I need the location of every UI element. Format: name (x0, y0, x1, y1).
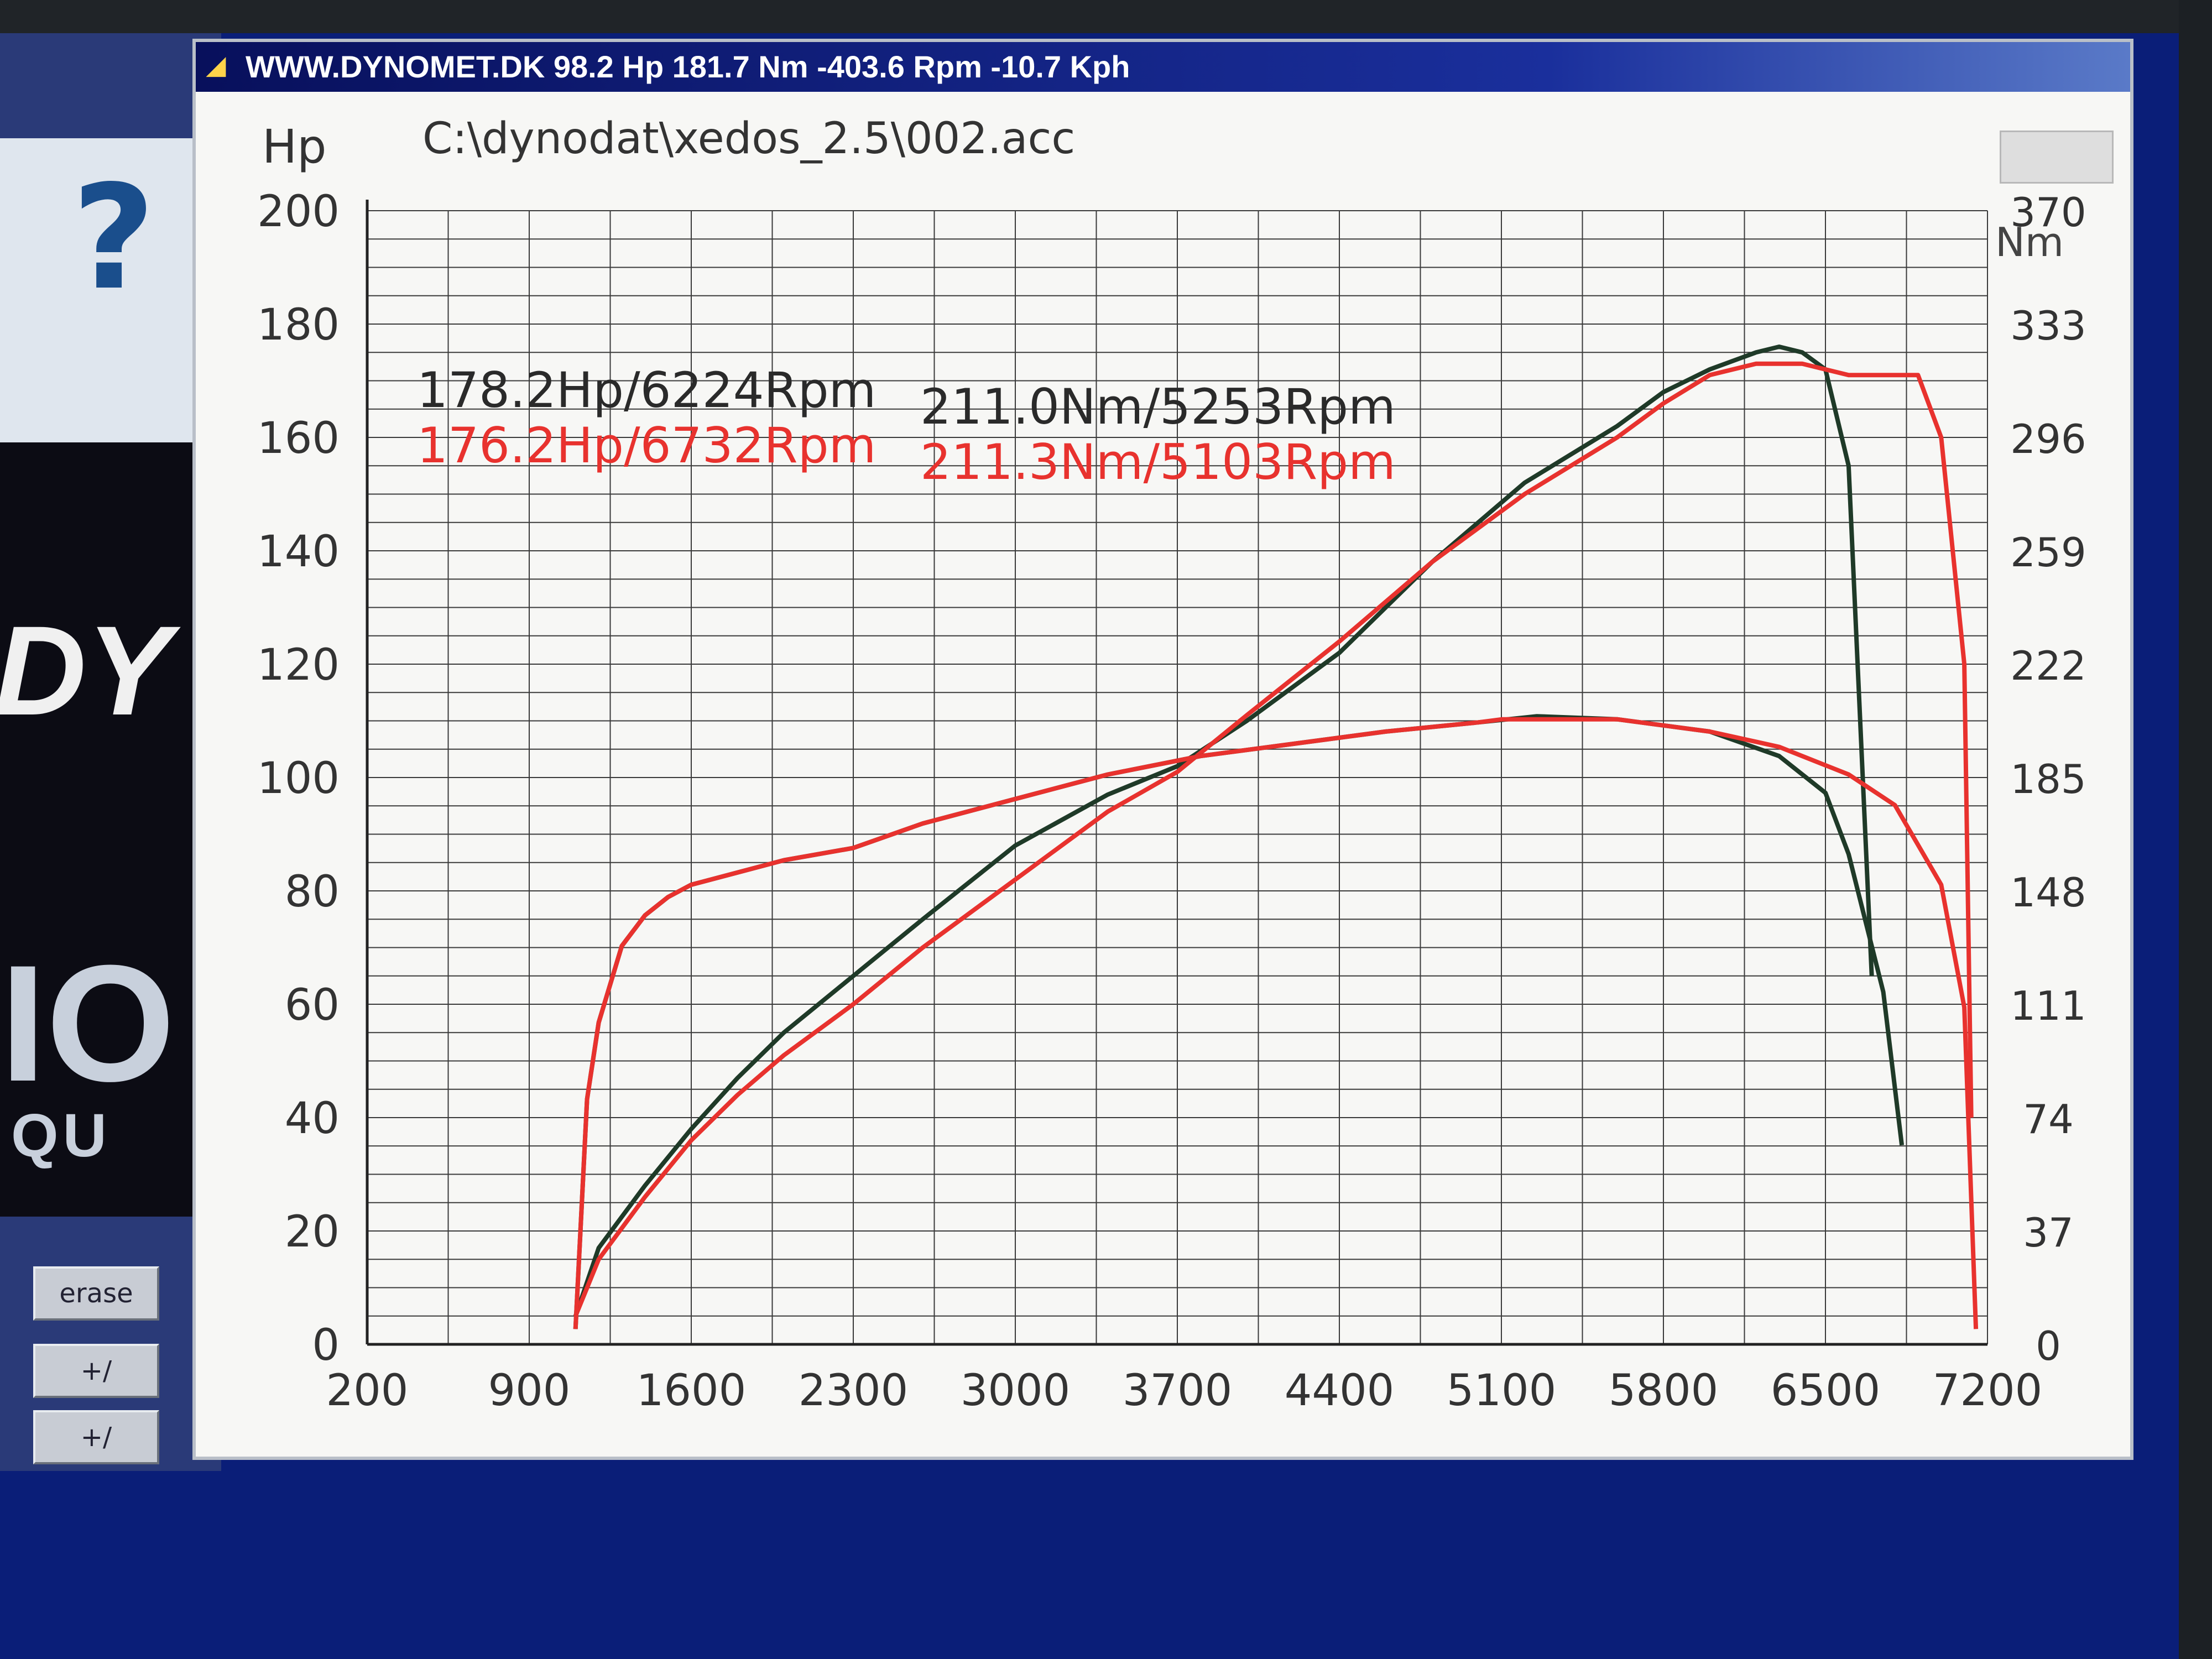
chart-series (573, 345, 1979, 1329)
background-logo-text-3: QU (11, 1102, 111, 1170)
series-line-run2-torque (573, 717, 1979, 1329)
y-left-tick-label: 120 (257, 640, 340, 690)
toggle-button-2[interactable]: +/ (33, 1410, 159, 1464)
series-line-run1-power (573, 345, 1874, 1317)
y-right-tick-label: 148 (2010, 869, 2086, 916)
window-title-bar[interactable]: ◢ WWW.DYNOMET.DK 98.2 Hp 181.7 Nm -403.6… (196, 42, 2130, 92)
erase-button[interactable]: erase (33, 1266, 159, 1321)
background-logo-panel (0, 442, 199, 1217)
monitor-bezel-right (2179, 0, 2212, 1659)
y-right-tick-label: 111 (2010, 983, 2086, 1029)
y-right-tick-label: 185 (2010, 756, 2086, 802)
y-right-tick-label: 37 (2023, 1209, 2074, 1256)
x-tick-label: 5100 (1447, 1366, 1557, 1416)
chart-ticks: 200 900 1600 2300 3000 3700 4400 5100 5800 6500 72… (257, 187, 2086, 1416)
series-line-run1-torque (573, 714, 1905, 1329)
x-tick-label: 3700 (1123, 1366, 1233, 1416)
x-tick-label: 200 (326, 1366, 409, 1416)
y-left-tick-label: 0 (312, 1321, 340, 1370)
peak-annotation: 211.3Nm/5103Rpm (920, 434, 1396, 491)
window-title: WWW.DYNOMET.DK 98.2 Hp 181.7 Nm -403.6 R… (246, 49, 1130, 84)
chart-axes (366, 200, 1987, 1346)
background-logo-text-2: IO (0, 930, 175, 1116)
y-left-tick-label: 80 (285, 867, 340, 917)
y-left-tick-label: 40 (285, 1094, 340, 1144)
app-icon: ◢ (207, 52, 226, 79)
monitor-bezel-top (0, 0, 2212, 33)
series-line-run2-power (573, 361, 1974, 1317)
file-path: C:\dynodat\xedos_2.5\002.acc (422, 114, 1076, 164)
y-left-tick-label: 200 (257, 187, 340, 237)
y-left-tick-label: 160 (257, 414, 340, 463)
y-right-tick-label: 0 (2036, 1323, 2061, 1369)
peak-annotation: 176.2Hp/6732Rpm (417, 417, 876, 474)
y-left-tick-label: 180 (257, 300, 340, 350)
x-tick-label: 4400 (1285, 1366, 1395, 1416)
x-tick-label: 2300 (799, 1366, 909, 1416)
x-tick-label: 900 (488, 1366, 571, 1416)
background-help-panel (0, 138, 199, 442)
background-logo-text: DY (0, 599, 171, 742)
y-right-tick-label: 333 (2010, 302, 2086, 349)
x-tick-label: 1600 (637, 1366, 747, 1416)
x-tick-label: 6500 (1771, 1366, 1881, 1416)
close-button[interactable] (2000, 131, 2114, 184)
chart-grid (367, 210, 1988, 1345)
y-left-tick-label: 20 (285, 1207, 340, 1257)
y-left-tick-label: 60 (285, 980, 340, 1030)
right-axis-unit: Nm (1995, 219, 2064, 265)
x-tick-label: 3000 (961, 1366, 1071, 1416)
dyno-window: ◢ WWW.DYNOMET.DK 98.2 Hp 181.7 Nm -403.6… (192, 39, 2133, 1460)
y-right-tick-label: 259 (2010, 529, 2086, 576)
dyno-chart: 200 900 1600 2300 3000 3700 4400 5100 5800 6500 72… (257, 187, 2086, 1416)
y-right-tick-label: 222 (2010, 643, 2086, 689)
y-right-tick-label: 74 (2023, 1096, 2074, 1142)
y-right-tick-label: 296 (2010, 416, 2086, 462)
y-left-tick-label: 100 (257, 754, 340, 804)
left-axis-unit: Hp (262, 119, 327, 174)
x-tick-label: 5800 (1609, 1366, 1719, 1416)
peak-annotation: 211.0Nm/5253Rpm (920, 378, 1396, 435)
x-tick-label: 7200 (1933, 1366, 2043, 1416)
help-icon[interactable]: ? (72, 155, 155, 322)
peak-annotation: 178.2Hp/6224Rpm (417, 362, 876, 419)
y-right-tick-label: 370 (2010, 189, 2086, 236)
y-left-tick-label: 140 (257, 527, 340, 577)
toggle-button-1[interactable]: +/ (33, 1344, 159, 1398)
